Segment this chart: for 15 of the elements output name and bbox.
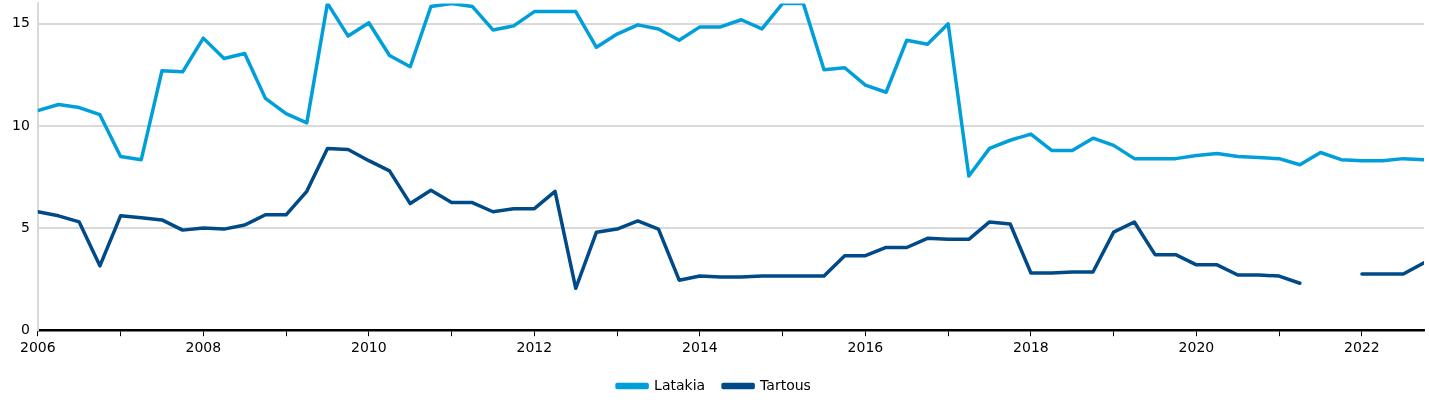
x-tick-label: 2020: [1178, 339, 1215, 356]
x-tick-label: 2018: [1013, 339, 1049, 356]
x-tick-label: 2008: [185, 339, 222, 356]
x-tick-label: 2022: [1344, 339, 1380, 356]
x-tick-label: 2012: [516, 339, 553, 356]
x-tick-label: 2014: [682, 339, 718, 356]
x-tick-label: 2010: [351, 339, 387, 356]
y-tick-label: 15: [11, 14, 30, 31]
y-tick-label: 10: [11, 116, 30, 133]
legend-label: Tartous: [759, 376, 811, 393]
x-tick-label: 2016: [847, 339, 884, 356]
legend-label: Latakia: [654, 376, 706, 393]
y-tick-label: 5: [20, 218, 30, 235]
y-tick-label: 0: [20, 320, 30, 337]
x-tick-label: 2006: [19, 339, 56, 356]
